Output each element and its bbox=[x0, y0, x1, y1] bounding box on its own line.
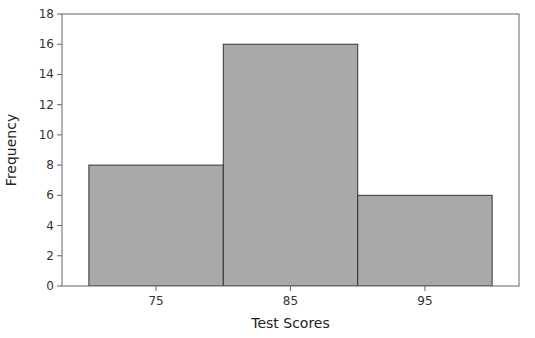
y-tick-label: 2 bbox=[46, 249, 54, 263]
y-tick bbox=[57, 286, 62, 287]
y-tick bbox=[57, 195, 62, 196]
y-tick-label: 16 bbox=[39, 37, 54, 51]
y-tick bbox=[57, 44, 62, 45]
y-tick-label: 10 bbox=[39, 128, 54, 142]
histogram-bar bbox=[358, 195, 492, 286]
x-axis: 75 85 95 bbox=[148, 286, 432, 308]
bars bbox=[89, 44, 492, 286]
y-tick bbox=[57, 255, 62, 256]
x-tick bbox=[290, 286, 291, 291]
chart: 75 85 95 0 2 4 6 8 10 12 14 16 18 Test Scores Frequenc… bbox=[0, 0, 535, 338]
y-tick bbox=[57, 134, 62, 135]
y-tick bbox=[57, 165, 62, 166]
x-tick-label: 75 bbox=[148, 294, 163, 308]
y-tick-label: 14 bbox=[39, 67, 54, 81]
x-tick bbox=[156, 286, 157, 291]
plot-frame bbox=[62, 14, 519, 286]
plot-area bbox=[62, 14, 519, 286]
y-tick-label: 8 bbox=[46, 158, 54, 172]
y-axis-label: Frequency bbox=[3, 114, 19, 186]
y-tick-label: 4 bbox=[46, 219, 54, 233]
y-tick-label: 18 bbox=[39, 7, 54, 21]
histogram-bar bbox=[89, 165, 223, 286]
y-tick bbox=[57, 225, 62, 226]
y-axis: 0 2 4 6 8 10 12 14 16 18 bbox=[39, 7, 62, 293]
histogram-bar bbox=[223, 44, 357, 286]
y-tick-label: 0 bbox=[46, 279, 54, 293]
y-tick-label: 6 bbox=[46, 188, 54, 202]
y-tick bbox=[57, 74, 62, 75]
y-tick bbox=[57, 14, 62, 15]
x-tick-label: 85 bbox=[283, 294, 298, 308]
x-axis-label: Test Scores bbox=[250, 315, 330, 331]
x-tick bbox=[424, 286, 425, 291]
y-tick bbox=[57, 104, 62, 105]
x-tick-label: 95 bbox=[417, 294, 432, 308]
y-tick-label: 12 bbox=[39, 98, 54, 112]
